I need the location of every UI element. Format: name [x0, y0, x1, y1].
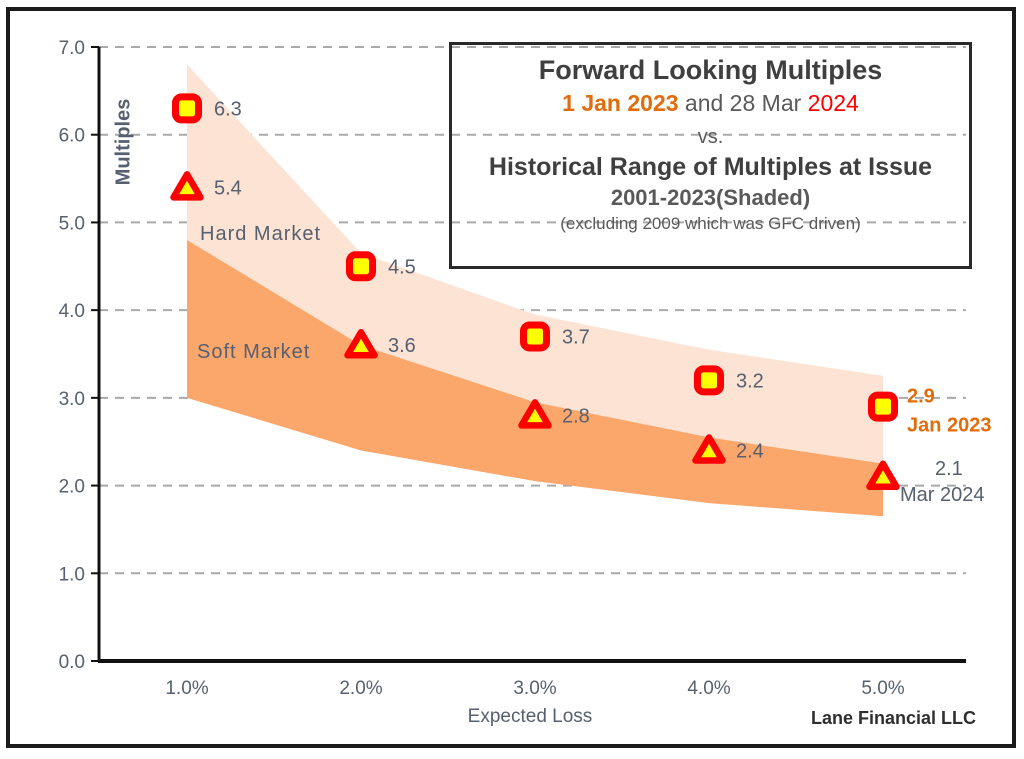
exclusion-note: (excluding 2009 which was GFC driven): [560, 214, 861, 233]
y-tick-label: 4.0: [59, 301, 85, 322]
y-tick-label: 7.0: [59, 38, 85, 59]
marker-jan-2023: [172, 93, 202, 124]
soft-market-label: Soft Market: [197, 341, 310, 363]
value-label: 5.4: [214, 177, 242, 199]
y-tick-label: 0.0: [59, 652, 85, 673]
marker-mar-2024: [518, 399, 552, 429]
series-end-label: Jan 2023: [907, 415, 992, 437]
vs-text: vs.: [697, 126, 724, 148]
y-tick-label: 3.0: [59, 389, 85, 410]
y-tick-label: 1.0: [59, 564, 85, 585]
value-label: 6.3: [214, 98, 242, 120]
date-jan-2023: 1 Jan 2023: [562, 90, 679, 116]
marker-mar-2024: [170, 171, 204, 201]
marker-mar-2024: [866, 460, 900, 491]
chart-canvas: 7.0 6.0 5.0 4.0 3.0 2.0 1.0 0.0 Hard Market Soft …: [59, 38, 992, 699]
series-end-label: Mar 2024: [900, 484, 985, 506]
marker-jan-2023: [868, 391, 898, 422]
x-tick-label: 3.0%: [513, 678, 556, 699]
historical-range-title: Historical Range of Multiples at Issue: [488, 153, 933, 181]
date-2024: 2024: [807, 90, 859, 116]
x-tick-label: 2.0%: [339, 678, 382, 699]
value-label: 2.9: [907, 386, 935, 408]
y-tick-label: 6.0: [59, 126, 85, 147]
hard-market-label: Hard Market: [200, 223, 321, 245]
marker-jan-2023: [346, 251, 376, 282]
marker-jan-2023: [520, 321, 550, 352]
chart-subtitle-dates: 1 Jan 2023 and 28 Mar 2024: [452, 88, 969, 118]
shaded-years-text: 2001-2023(Shaded): [610, 185, 811, 210]
marker-jan-2023: [694, 365, 724, 396]
value-label: 2.8: [562, 405, 590, 427]
x-tick-label: 5.0%: [861, 678, 904, 699]
x-axis-title: Expected Loss: [467, 706, 593, 727]
value-label: 3.7: [562, 326, 590, 348]
title-box: Forward Looking Multiples 1 Jan 2023 and…: [449, 42, 972, 269]
value-label: 2.1: [935, 458, 963, 480]
marker-mar-2024: [692, 434, 726, 464]
x-tick-label: 4.0%: [687, 678, 730, 699]
value-label: 3.6: [388, 335, 416, 357]
value-label: 3.2: [736, 370, 764, 392]
band-hard-market: [187, 64, 883, 464]
y-axis-title: Multiples: [112, 98, 135, 186]
credit-label: Lane Financial LLC: [810, 708, 976, 728]
date-connector: and 28 Mar: [678, 90, 808, 116]
value-label: 4.5: [388, 256, 416, 278]
marker-mar-2024: [344, 328, 378, 359]
chart-title: Forward Looking Multiples: [538, 55, 883, 85]
y-tick-label: 5.0: [59, 213, 85, 234]
value-label: 2.4: [736, 440, 764, 462]
y-tick-label: 2.0: [59, 477, 85, 498]
x-tick-label: 1.0%: [165, 678, 208, 699]
